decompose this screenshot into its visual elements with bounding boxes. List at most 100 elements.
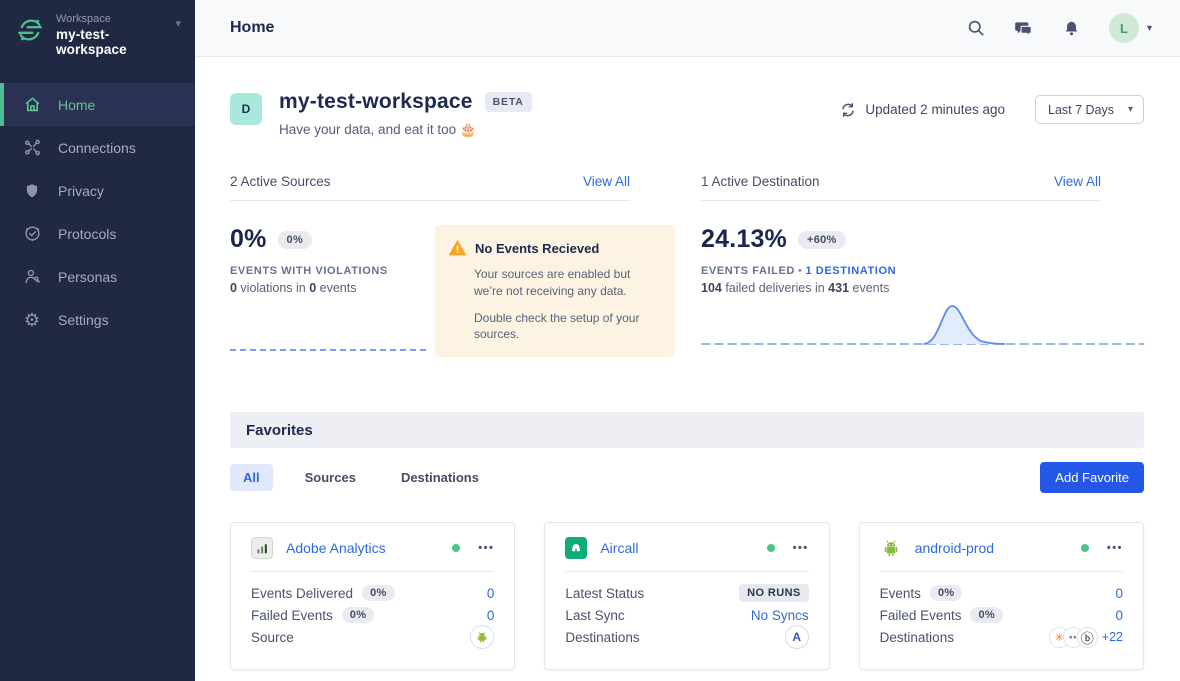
- card-row: Failed Events 0% 0: [251, 607, 495, 624]
- select-caret-icon: ▾: [1127, 104, 1133, 115]
- beta-badge: BETA: [484, 92, 532, 112]
- main-content: D my-test-workspace BETA Have your data,…: [195, 57, 1180, 681]
- row-value-link[interactable]: 0: [486, 585, 495, 601]
- favorite-card-aircall: Aircall ••• Latest Status NO RUNS Last S…: [544, 522, 830, 671]
- violations-stat: 0% 0% EVENTS WITH VIOLATIONS 0 violation…: [230, 225, 435, 357]
- row-value-link[interactable]: 0: [1115, 607, 1123, 623]
- active-destinations-title: 1 Active Destination: [701, 174, 820, 189]
- card-row: Events 0% 0: [879, 585, 1123, 602]
- card-row: Events Delivered 0% 0: [251, 585, 495, 602]
- violations-sparkline: [230, 349, 426, 351]
- more-destinations-link[interactable]: +22: [1101, 630, 1123, 645]
- row-percent-badge: 0%: [970, 607, 1003, 624]
- row-percent-badge: 0%: [362, 585, 395, 602]
- events-failed-label: EVENTS FAILED • 1 DESTINATION: [701, 265, 897, 277]
- warning-body-2: Double check the setup of your sources.: [474, 310, 640, 342]
- sources-view-all-link[interactable]: View All: [582, 174, 630, 189]
- workspace-title: my-test-workspace: [279, 90, 473, 113]
- tab-sources[interactable]: Sources: [304, 470, 356, 486]
- events-failed-subtext: 104 failed deliveries in 431 events: [701, 281, 890, 295]
- row-value-link[interactable]: 0: [486, 607, 495, 623]
- tab-destinations[interactable]: Destinations: [400, 470, 479, 486]
- card-title-link[interactable]: Aircall: [600, 540, 639, 557]
- date-range-select[interactable]: Last 7 Days ▾: [1035, 95, 1144, 124]
- card-title-link[interactable]: Adobe Analytics: [286, 540, 386, 557]
- sidebar-nav: Home Connections Privacy Protocols Perso…: [0, 83, 195, 341]
- kebab-menu-icon[interactable]: •••: [792, 542, 809, 555]
- status-dot-icon: [1080, 544, 1089, 553]
- sidebar-item-privacy[interactable]: Privacy: [0, 169, 195, 212]
- row-percent-badge: 0%: [341, 607, 375, 624]
- user-avatar[interactable]: L: [1108, 13, 1139, 43]
- sidebar-item-label: Privacy: [58, 182, 104, 199]
- row-percent-badge: 0%: [929, 585, 963, 602]
- person-key-icon: [22, 267, 42, 287]
- sidebar-item-home[interactable]: Home: [0, 83, 195, 126]
- sidebar-item-connections[interactable]: Connections: [0, 126, 195, 169]
- sidebar-item-protocols[interactable]: Protocols: [0, 212, 195, 255]
- sidebar-item-label: Settings: [58, 311, 109, 328]
- violations-subtext: 0 violations in 0 events: [230, 281, 357, 295]
- active-destinations-section: 1 Active Destination View All 24.13% +60…: [701, 174, 1144, 357]
- warning-body-1: Your sources are enabled but we’re not r…: [474, 267, 631, 298]
- card-row: Latest Status NO RUNS: [565, 582, 809, 604]
- workspace-header: D my-test-workspace BETA Have your data,…: [230, 90, 1144, 138]
- no-syncs-link[interactable]: No Syncs: [750, 607, 809, 623]
- sidebar: Workspace my-test-workspace ▾ Home Conne…: [0, 0, 195, 681]
- card-title-link[interactable]: android-prod: [914, 540, 995, 557]
- workspace-name: my-test-workspace: [56, 27, 127, 57]
- failed-events-sparkline: [701, 297, 1144, 347]
- user-menu[interactable]: L ▾: [1108, 13, 1152, 43]
- one-destination-link[interactable]: 1 DESTINATION: [805, 265, 897, 277]
- favorites-title: Favorites: [246, 421, 313, 439]
- events-failed-delta-badge: +60%: [798, 230, 846, 249]
- violations-label: EVENTS WITH VIOLATIONS: [230, 265, 388, 277]
- sidebar-item-personas[interactable]: Personas: [0, 255, 195, 298]
- sidebar-item-label: Personas: [58, 268, 118, 285]
- destinations-view-all-link[interactable]: View All: [1053, 174, 1101, 189]
- workspace-tagline: Have your data, and eat it too 🎂: [279, 122, 477, 137]
- favorites-controls: All Sources Destinations Add Favorite: [230, 462, 1144, 494]
- workspace-avatar: D: [230, 93, 262, 125]
- kebab-menu-icon[interactable]: •••: [1106, 542, 1123, 555]
- refresh-icon[interactable]: [840, 102, 856, 118]
- sidebar-item-label: Home: [58, 96, 96, 113]
- sidebar-item-settings[interactable]: ⚙ Settings: [0, 298, 195, 341]
- warning-icon: [449, 240, 466, 256]
- android-source-icon[interactable]: [470, 625, 495, 650]
- card-row: Last Sync No Syncs: [565, 607, 809, 623]
- page-title: Home: [230, 19, 275, 36]
- events-failed-value: 24.13%: [701, 225, 787, 253]
- updated-text: Updated 2 minutes ago: [865, 102, 1005, 117]
- home-icon: [22, 95, 42, 115]
- kebab-menu-icon[interactable]: •••: [478, 542, 495, 555]
- segment-logo-icon: [18, 19, 42, 41]
- row-value-link[interactable]: 0: [1115, 585, 1123, 601]
- warning-title: No Events Recieved: [475, 240, 600, 256]
- card-row: Destinations A: [565, 625, 809, 650]
- workspace-switcher[interactable]: Workspace my-test-workspace ▾: [0, 0, 195, 73]
- workspace-caret-icon: ▾: [175, 18, 181, 30]
- active-sources-title: 2 Active Sources: [230, 174, 331, 189]
- violations-delta-badge: 0%: [277, 230, 313, 249]
- workspace-label: Workspace: [56, 13, 111, 25]
- search-icon[interactable]: [965, 17, 987, 39]
- gear-icon: ⚙: [23, 309, 41, 330]
- tab-all[interactable]: All: [230, 464, 273, 492]
- active-sources-section: 2 Active Sources View All 0% 0% EVENTS W…: [230, 174, 675, 358]
- status-dot-icon: [766, 544, 775, 553]
- sidebar-item-label: Protocols: [58, 225, 117, 242]
- card-row: Source: [251, 625, 495, 650]
- destination-logo-icon[interactable]: A: [784, 625, 809, 650]
- favorites-band: Favorites: [230, 412, 1144, 449]
- bitly-destination-icon[interactable]: ⓑ: [1076, 626, 1098, 648]
- add-favorite-button[interactable]: Add Favorite: [1040, 462, 1144, 494]
- chat-icon[interactable]: [1013, 17, 1035, 39]
- status-dot-icon: [452, 544, 461, 553]
- card-row: Failed Events 0% 0: [879, 607, 1123, 624]
- bell-icon[interactable]: [1061, 17, 1083, 39]
- user-menu-caret-icon: ▾: [1146, 22, 1152, 34]
- no-runs-badge: NO RUNS: [739, 584, 809, 603]
- topbar: Home L ▾: [195, 0, 1180, 57]
- protocols-icon: [22, 224, 42, 244]
